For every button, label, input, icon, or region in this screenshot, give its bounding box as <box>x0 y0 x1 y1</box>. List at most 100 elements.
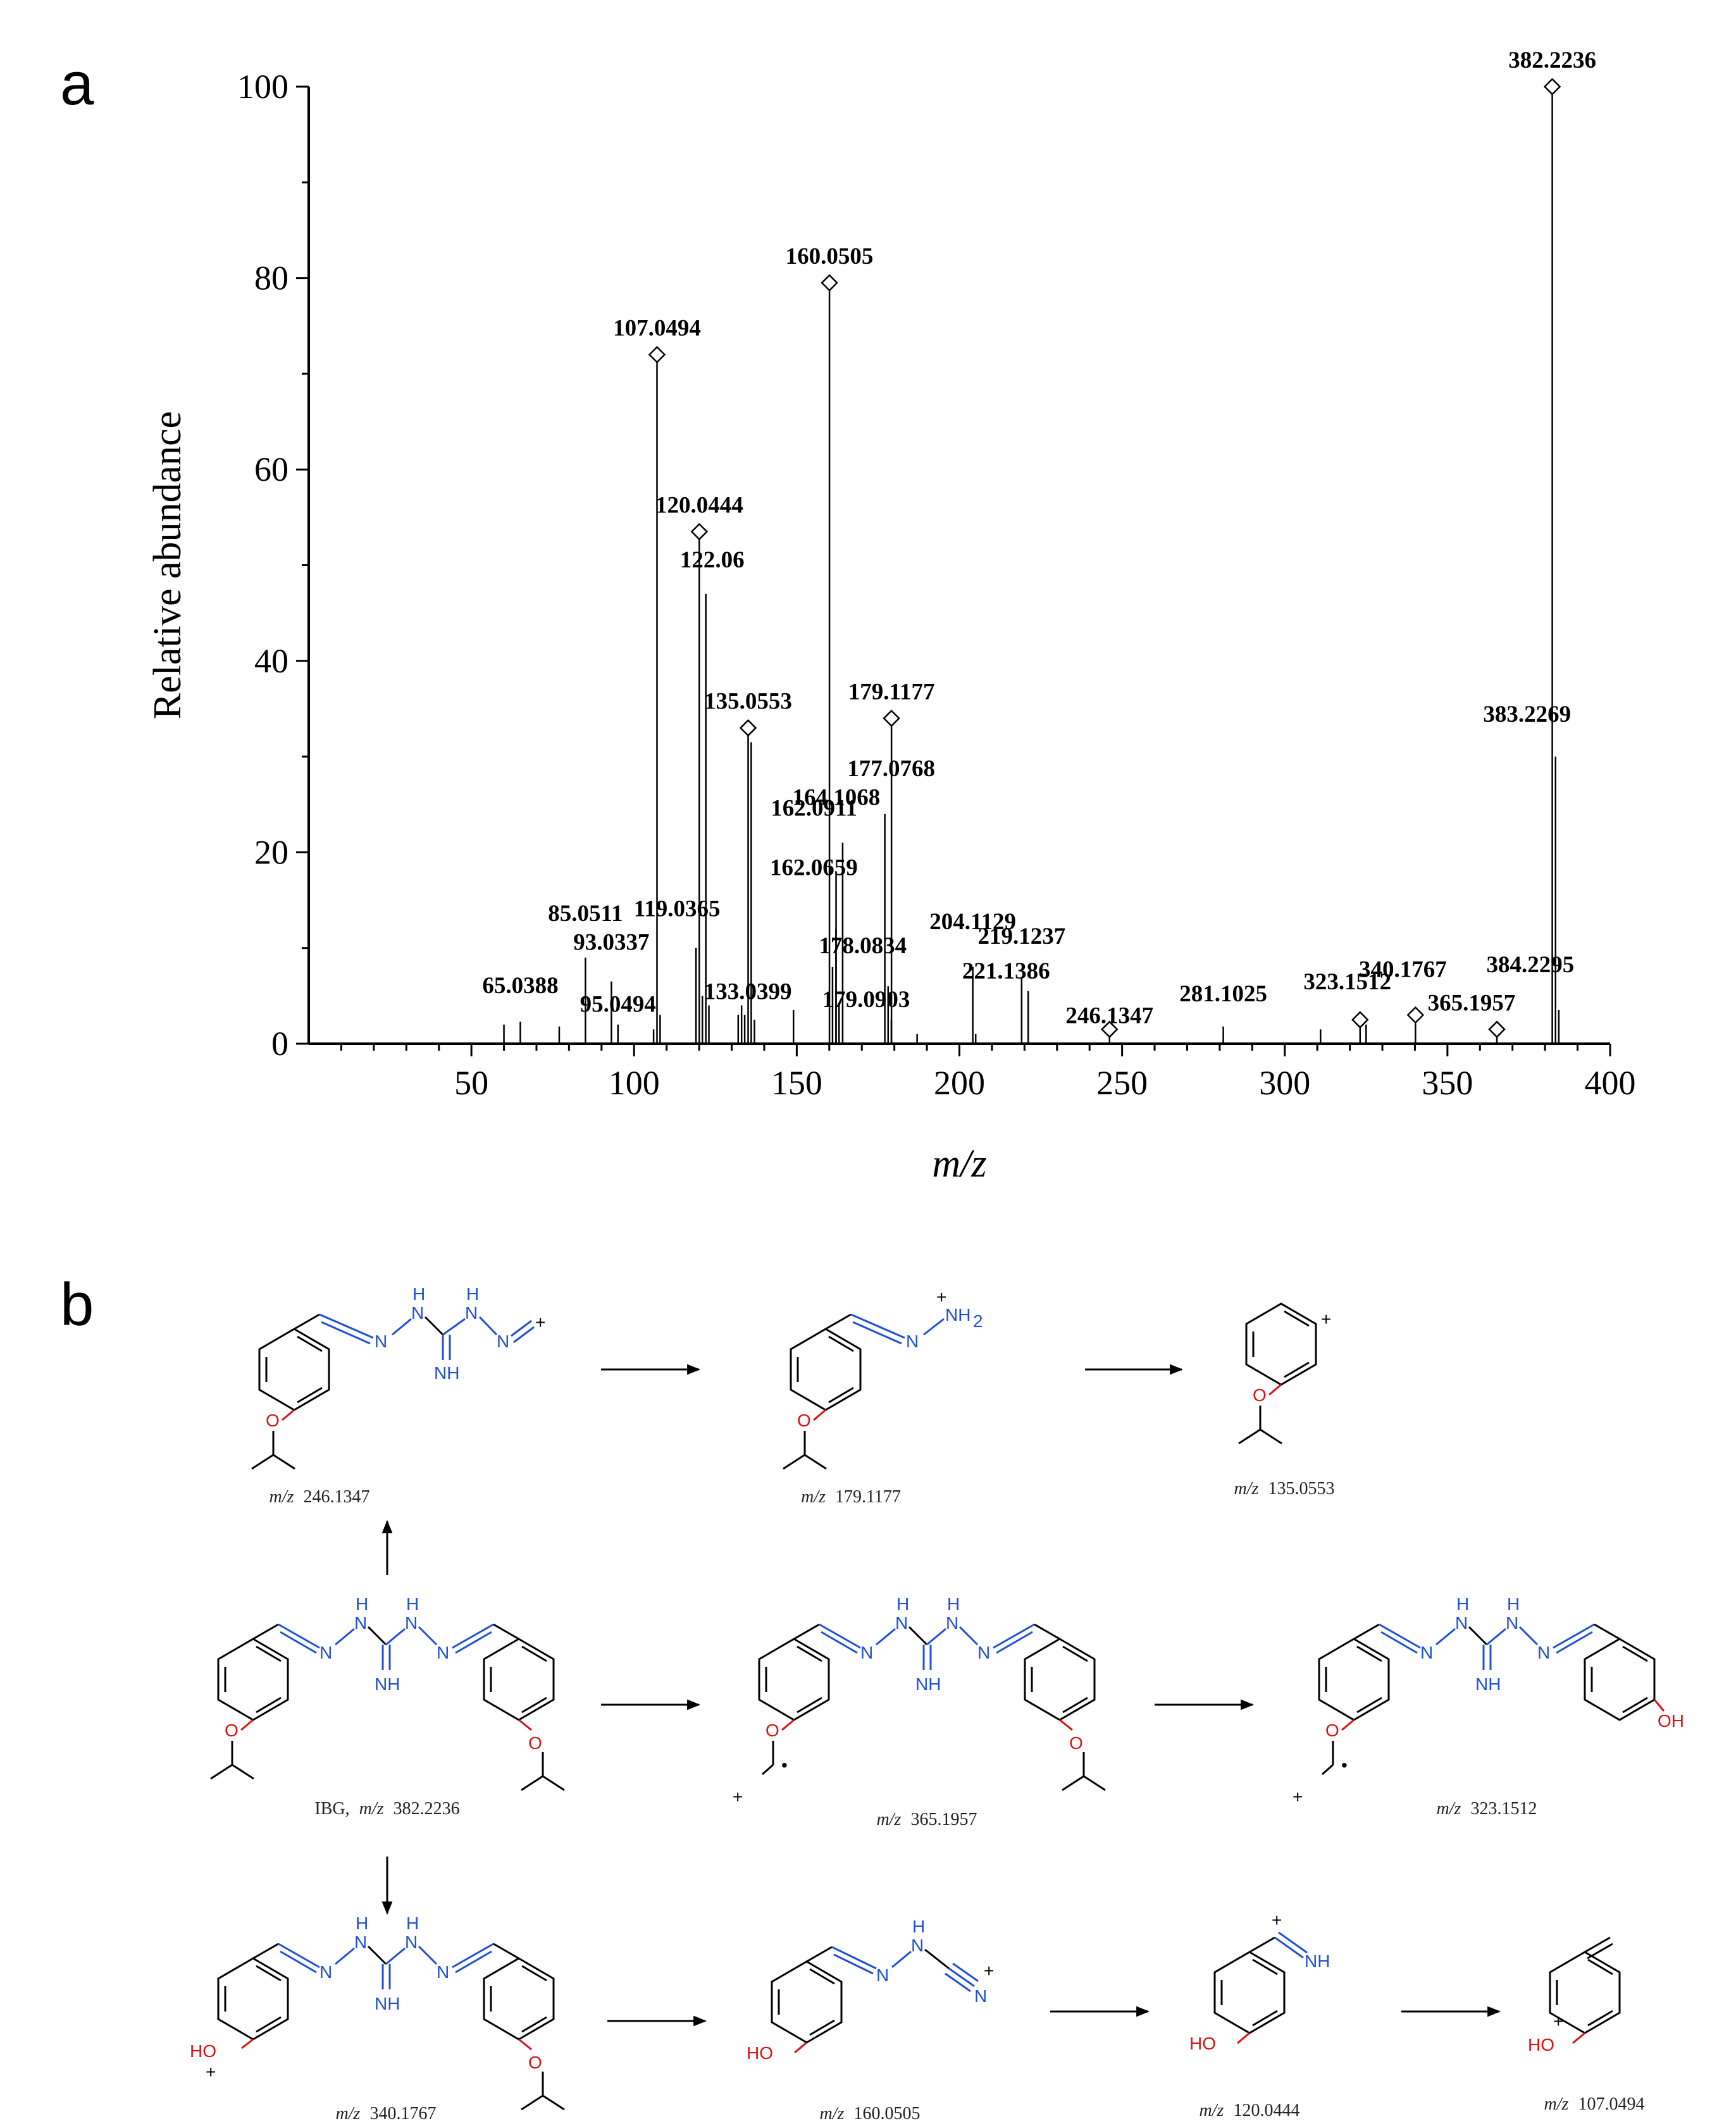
svg-text:N: N <box>411 1303 424 1323</box>
caption-160: m/z 160.0505 <box>820 2104 921 2123</box>
svg-text:NH: NH <box>375 1994 400 2013</box>
y-tick-label: 80 <box>254 259 288 297</box>
peak-labels: 65.0388 85.0511 93.0337 95.0494 107.0494 119.… <box>482 47 1596 1029</box>
y-tick-label: 100 <box>237 68 288 106</box>
svg-text:+: + <box>206 2062 216 2082</box>
svg-text:OH: OH <box>1658 1711 1684 1731</box>
peak-label: 179.0903 <box>822 987 910 1013</box>
structure-160: HO N N H N + <box>747 1917 994 2063</box>
peak-label: 219.1237 <box>977 924 1065 949</box>
svg-text:O: O <box>1069 1733 1083 1753</box>
caption-365: m/z 365.1957 <box>877 1810 977 1829</box>
svg-text:N: N <box>1537 1643 1550 1662</box>
chart-axes: 50 100 150 200 250 300 350 400 0 20 40 60 80 100 <box>237 68 1636 1102</box>
peak-marker-diamond <box>883 709 900 727</box>
svg-text:H: H <box>356 1913 368 1933</box>
svg-text:N: N <box>895 1613 908 1633</box>
peak-label: 120.0444 <box>655 493 743 519</box>
peak-label: 65.0388 <box>482 973 558 999</box>
svg-text:NH: NH <box>1305 1951 1330 1971</box>
peak-label: 383.2269 <box>1483 701 1571 727</box>
svg-text:H: H <box>947 1594 960 1614</box>
svg-text:N: N <box>977 1643 990 1662</box>
svg-text:H: H <box>406 1594 419 1614</box>
fragmentation-scheme: b O N N H NH N H N + m/z 246.1347 O <box>60 1271 1684 2123</box>
svg-text:O: O <box>266 1411 280 1430</box>
svg-text:N: N <box>497 1332 509 1351</box>
svg-text:N: N <box>354 1932 367 1952</box>
svg-text:+: + <box>936 1287 946 1307</box>
peak-label: 177.0768 <box>847 756 935 782</box>
svg-text:O: O <box>797 1411 811 1430</box>
peak-marker-diamond <box>1100 1020 1119 1039</box>
peak-label: 95.0494 <box>580 992 656 1018</box>
svg-text:+: + <box>1272 1910 1282 1930</box>
svg-text:+: + <box>1321 1309 1331 1329</box>
svg-text:N: N <box>354 1613 367 1633</box>
svg-text:O: O <box>766 1721 779 1740</box>
peak-label: 382.2236 <box>1508 47 1596 73</box>
svg-text:N: N <box>465 1303 478 1323</box>
svg-text:H: H <box>466 1284 479 1304</box>
svg-text:NH: NH <box>1475 1674 1501 1694</box>
peak-markers <box>648 78 1561 1039</box>
svg-text:N: N <box>946 1613 958 1633</box>
x-tick-label: 50 <box>454 1064 488 1102</box>
svg-text:NH: NH <box>375 1674 400 1694</box>
svg-text:N: N <box>1506 1613 1518 1633</box>
peak-label: 119.0365 <box>634 896 721 922</box>
peak-marker-diamond <box>648 345 666 364</box>
svg-text:O: O <box>1325 1721 1339 1740</box>
peak-label: 93.0337 <box>573 930 649 956</box>
svg-text:HO: HO <box>1528 2035 1554 2055</box>
caption-135: m/z 135.0553 <box>1234 1479 1335 1499</box>
caption-323: m/z 323.1512 <box>1437 1799 1537 1819</box>
svg-text:+: + <box>535 1313 545 1332</box>
structure-ibg: O N N H NH N H N O <box>209 1594 566 1791</box>
caption-107: m/z 107.0494 <box>1544 2094 1645 2114</box>
svg-text:N: N <box>375 1332 387 1351</box>
peak-marker-diamond <box>690 522 709 541</box>
structure-365: O • + N N H NH N H N O <box>733 1594 1107 1807</box>
svg-text:H: H <box>912 1917 925 1936</box>
peak-label: 246.1347 <box>1065 1003 1153 1029</box>
peak-label: 133.0399 <box>704 979 792 1004</box>
svg-text:O: O <box>528 2053 542 2072</box>
peak-marker-diamond <box>1406 1006 1425 1024</box>
panel-a-label: a <box>60 50 94 118</box>
svg-text:NH: NH <box>945 1305 970 1325</box>
x-tick-label: 100 <box>609 1064 660 1102</box>
caption-179: m/z 179.1177 <box>801 1487 901 1507</box>
svg-text:N: N <box>911 1936 924 1955</box>
svg-text:H: H <box>1456 1594 1469 1614</box>
svg-text:N: N <box>1420 1643 1433 1662</box>
svg-text:+: + <box>733 1787 743 1807</box>
x-tick-label: 350 <box>1422 1064 1473 1102</box>
peak-label: 85.0511 <box>548 901 623 927</box>
svg-text:N: N <box>319 1643 332 1662</box>
structure-179: O N NH 2 + <box>782 1287 983 1470</box>
svg-text:N: N <box>906 1332 919 1351</box>
svg-text:+: + <box>984 1961 994 1981</box>
structure-135: + O <box>1237 1302 1331 1445</box>
peak-label: 340.1767 <box>1359 957 1447 983</box>
svg-text:O: O <box>225 1721 239 1740</box>
svg-text:H: H <box>1507 1594 1520 1614</box>
peak-label: 323.1512 <box>1303 969 1391 995</box>
peak-marker-diamond <box>821 274 838 292</box>
peak-label: 135.0553 <box>704 689 792 715</box>
peak-label: 281.1025 <box>1179 981 1267 1007</box>
svg-text:N: N <box>974 1986 987 2006</box>
svg-text:+: + <box>1553 2012 1563 2031</box>
svg-text:N: N <box>405 1932 418 1952</box>
y-tick-label: 0 <box>271 1025 288 1063</box>
panel-b-label: b <box>60 1271 94 1338</box>
structure-323: O • + N N H NH N H N OH <box>1293 1594 1684 1807</box>
svg-text:N: N <box>1455 1613 1468 1633</box>
svg-text:HO: HO <box>190 2041 216 2061</box>
caption-ibg: IBG, m/z 382.2236 <box>314 1799 459 1819</box>
x-tick-label: 250 <box>1096 1064 1148 1102</box>
caption-120: m/z 120.0444 <box>1200 2101 1300 2120</box>
peak-label: 221.1386 <box>962 958 1050 984</box>
peak-marker-diamond <box>739 719 757 737</box>
